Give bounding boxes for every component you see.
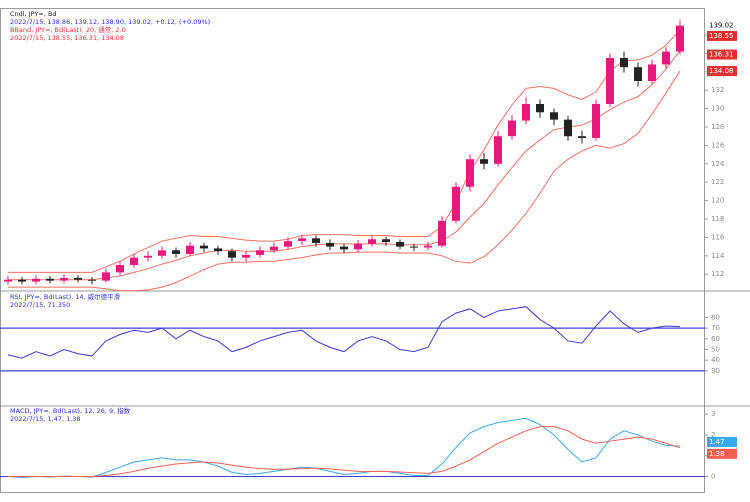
panel-title: MACD, JPY=, Bd(Last), 12, 26, 9, 指数 bbox=[10, 406, 131, 415]
candle-body bbox=[144, 255, 152, 258]
panel-subtitle: 2022/7/15, 1.47, 1.38 bbox=[10, 415, 81, 423]
y-tick-label: 2 bbox=[711, 431, 715, 439]
candle-body bbox=[186, 245, 194, 254]
y-tick-label: 112 bbox=[711, 270, 724, 278]
candle-body bbox=[326, 242, 334, 247]
candle-body bbox=[648, 64, 656, 81]
candle-body bbox=[130, 257, 138, 265]
frame bbox=[0, 8, 705, 493]
candle-body bbox=[284, 241, 292, 247]
y-tick-label: 60 bbox=[711, 335, 720, 343]
value-label-box bbox=[707, 436, 737, 447]
value-label: 1.38 bbox=[709, 450, 725, 458]
candle-body bbox=[620, 58, 628, 68]
candle-body bbox=[452, 186, 460, 221]
value-label: 138.55 bbox=[709, 32, 734, 40]
candle-body bbox=[200, 245, 208, 249]
y-tick-label: 124 bbox=[711, 160, 725, 168]
candle-body bbox=[270, 246, 278, 251]
candle-body bbox=[396, 242, 404, 247]
y-tick-label: 118 bbox=[711, 215, 724, 223]
panel-title: BBand, JPY=, Bd(Last), 20, 通常, 2.0 bbox=[10, 25, 126, 34]
y-tick-label: 3 bbox=[711, 410, 715, 418]
panel-subtitle: 2022/7/15, 71.350 bbox=[10, 301, 70, 309]
candle-body bbox=[592, 104, 600, 139]
y-tick-label: 130 bbox=[711, 105, 724, 113]
candle-body bbox=[354, 243, 362, 250]
candle-body bbox=[228, 251, 236, 258]
value-label-box bbox=[707, 66, 737, 77]
panel-title: RSI, JPY=, Bd(Last), 14, 威尔德平滑 bbox=[10, 292, 121, 301]
indicator-line bbox=[8, 426, 681, 478]
candle-body bbox=[116, 265, 124, 273]
candle-body bbox=[172, 250, 180, 254]
value-label-box bbox=[707, 20, 737, 31]
candle-body bbox=[368, 239, 376, 244]
indicator-line bbox=[7, 417, 681, 479]
candle-body bbox=[606, 58, 614, 104]
indicator-line bbox=[7, 306, 681, 359]
candle-body bbox=[46, 278, 54, 281]
candle-body bbox=[466, 159, 474, 187]
candle-body bbox=[634, 67, 642, 81]
y-tick-label: 80 bbox=[711, 313, 720, 321]
y-tick-label: 128 bbox=[711, 123, 724, 131]
value-label: 134.08 bbox=[709, 67, 734, 75]
candle-body bbox=[508, 120, 516, 137]
candle-body bbox=[424, 245, 432, 248]
candle-body bbox=[298, 238, 306, 242]
y-tick-label: 30 bbox=[711, 367, 720, 375]
candle-body bbox=[242, 254, 250, 258]
candle-body bbox=[158, 250, 166, 256]
y-tick-label: 40 bbox=[711, 356, 720, 364]
y-tick-label: 122 bbox=[711, 178, 724, 186]
y-tick-label: 126 bbox=[711, 141, 725, 149]
candle-body bbox=[438, 220, 446, 246]
candle-body bbox=[410, 246, 418, 248]
y-tick-label: 50 bbox=[711, 346, 720, 354]
candle-body bbox=[256, 250, 264, 255]
y-tick-label: 0 bbox=[711, 473, 715, 481]
candle-body bbox=[676, 25, 684, 52]
candle-body bbox=[32, 278, 40, 282]
y-tick-label: 132 bbox=[711, 86, 724, 94]
value-label: 139.02 bbox=[709, 22, 734, 30]
candle-body bbox=[102, 272, 110, 281]
candle-body bbox=[480, 159, 488, 164]
candle-body bbox=[578, 136, 586, 139]
panel-subtitle: 2022/7/15, 138.55, 136.31, 134.08 bbox=[10, 34, 124, 42]
y-tick-label: 114 bbox=[711, 252, 725, 260]
candle-body bbox=[312, 238, 320, 243]
value-label-box bbox=[707, 30, 737, 41]
candle-body bbox=[536, 104, 544, 113]
y-tick-label: 116 bbox=[711, 233, 725, 241]
candle-body bbox=[4, 279, 12, 282]
y-tick-label: 120 bbox=[711, 197, 724, 205]
candle-body bbox=[550, 112, 558, 120]
panel-subtitle: 2022/7/15, 138.86, 139.12, 138.90, 139.0… bbox=[10, 18, 210, 26]
panel-title: Cndl, JPY=, Bd bbox=[10, 10, 57, 18]
value-label-box bbox=[707, 49, 737, 60]
candle-body bbox=[74, 277, 82, 280]
candle-body bbox=[88, 279, 96, 281]
candle-body bbox=[60, 277, 68, 281]
candle-body bbox=[494, 136, 502, 164]
candle-body bbox=[340, 246, 348, 250]
value-label-box bbox=[707, 448, 737, 459]
candle-body bbox=[522, 104, 530, 121]
candle-body bbox=[564, 119, 572, 137]
candle-body bbox=[382, 239, 390, 242]
candle-body bbox=[662, 51, 670, 65]
candle-body bbox=[18, 279, 26, 282]
value-label: 1.47 bbox=[709, 438, 725, 446]
value-label: 136.31 bbox=[709, 51, 734, 59]
candle-body bbox=[214, 248, 222, 252]
y-tick-label: 70 bbox=[711, 324, 720, 332]
